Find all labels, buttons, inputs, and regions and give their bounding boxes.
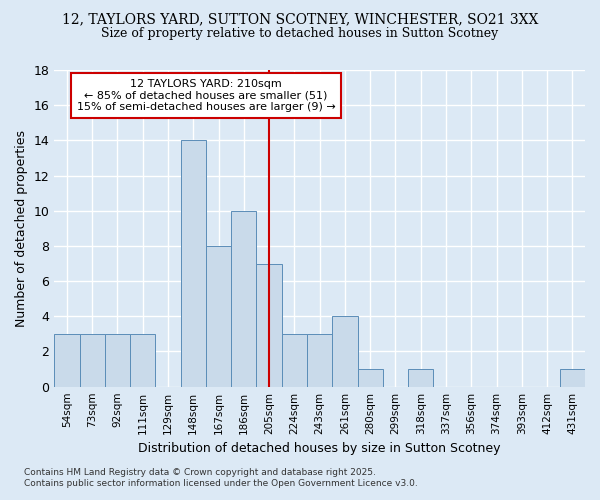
Bar — [231, 210, 256, 386]
Bar — [206, 246, 231, 386]
Bar — [307, 334, 332, 386]
Bar — [358, 369, 383, 386]
Y-axis label: Number of detached properties: Number of detached properties — [15, 130, 28, 327]
Bar — [256, 264, 282, 386]
X-axis label: Distribution of detached houses by size in Sutton Scotney: Distribution of detached houses by size … — [139, 442, 501, 455]
Bar — [181, 140, 206, 386]
Bar — [54, 334, 80, 386]
Bar — [105, 334, 130, 386]
Text: Contains HM Land Registry data © Crown copyright and database right 2025.
Contai: Contains HM Land Registry data © Crown c… — [24, 468, 418, 487]
Bar — [408, 369, 433, 386]
Bar — [332, 316, 358, 386]
Text: 12 TAYLORS YARD: 210sqm
← 85% of detached houses are smaller (51)
15% of semi-de: 12 TAYLORS YARD: 210sqm ← 85% of detache… — [77, 79, 335, 112]
Bar — [560, 369, 585, 386]
Bar — [80, 334, 105, 386]
Text: Size of property relative to detached houses in Sutton Scotney: Size of property relative to detached ho… — [101, 28, 499, 40]
Bar — [130, 334, 155, 386]
Bar — [282, 334, 307, 386]
Text: 12, TAYLORS YARD, SUTTON SCOTNEY, WINCHESTER, SO21 3XX: 12, TAYLORS YARD, SUTTON SCOTNEY, WINCHE… — [62, 12, 538, 26]
